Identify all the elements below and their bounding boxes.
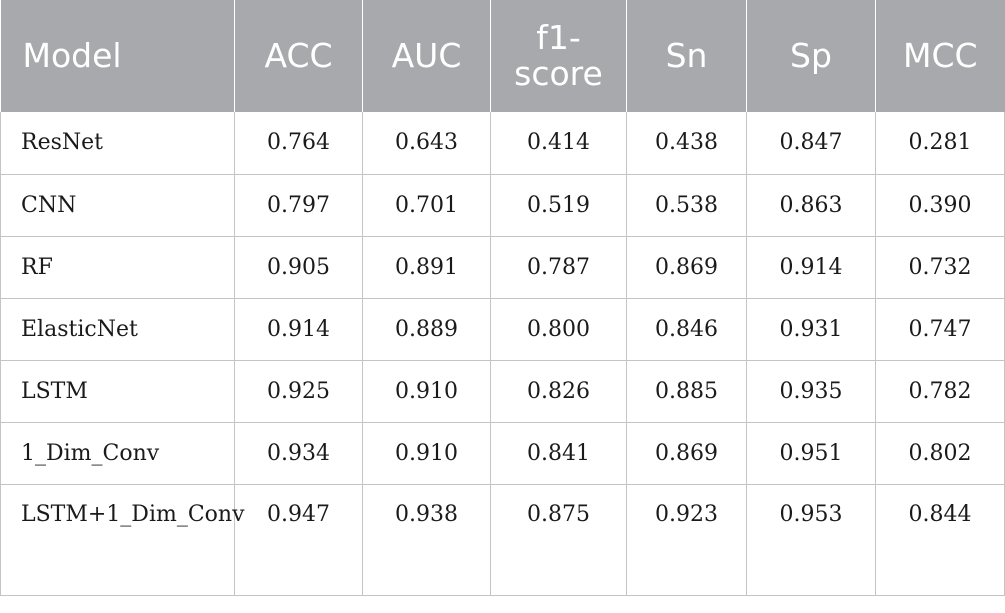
cell-auc: 0.910 <box>362 422 491 485</box>
table-row: LSTM 0.925 0.910 0.826 0.885 0.935 0.782 <box>0 360 1005 423</box>
cell-acc: 0.905 <box>234 236 363 299</box>
cell-acc: 0.914 <box>234 298 363 361</box>
cell-sn: 0.923 <box>626 484 747 596</box>
table-row: 1_Dim_Conv 0.934 0.910 0.841 0.869 0.951… <box>0 422 1005 485</box>
table-row: LSTM+1_Dim_Conv 0.947 0.938 0.875 0.923 … <box>0 484 1005 596</box>
cell-sn: 0.885 <box>626 360 747 423</box>
cell-sn: 0.438 <box>626 112 747 175</box>
cell-acc: 0.925 <box>234 360 363 423</box>
header-mcc: MCC <box>875 0 1005 112</box>
cell-f1-score: 0.519 <box>490 174 627 237</box>
cell-mcc: 0.782 <box>875 360 1005 423</box>
header-sp: Sp <box>746 0 876 112</box>
header-model: Model <box>0 0 235 112</box>
cell-auc: 0.938 <box>362 484 491 596</box>
cell-sp: 0.847 <box>746 112 876 175</box>
cell-mcc: 0.747 <box>875 298 1005 361</box>
header-f1-score: f1-score <box>490 0 627 112</box>
cell-mcc: 0.281 <box>875 112 1005 175</box>
header-sn: Sn <box>626 0 747 112</box>
cell-model: LSTM+1_Dim_Conv <box>0 484 245 596</box>
header-row: Model ACC AUC f1-score Sn Sp MCC <box>0 0 1005 112</box>
header-auc: AUC <box>362 0 491 112</box>
cell-auc: 0.701 <box>362 174 491 237</box>
cell-model: RF <box>0 236 235 299</box>
cell-sp: 0.951 <box>746 422 876 485</box>
header-acc: ACC <box>234 0 363 112</box>
cell-acc: 0.764 <box>234 112 363 175</box>
cell-model: ResNet <box>0 112 235 175</box>
table-row: ElasticNet 0.914 0.889 0.800 0.846 0.931… <box>0 298 1005 361</box>
table-row: CNN 0.797 0.701 0.519 0.538 0.863 0.390 <box>0 174 1005 237</box>
table-row: ResNet 0.764 0.643 0.414 0.438 0.847 0.2… <box>0 112 1005 175</box>
cell-sp: 0.935 <box>746 360 876 423</box>
cell-acc: 0.934 <box>234 422 363 485</box>
cell-f1-score: 0.841 <box>490 422 627 485</box>
cell-mcc: 0.802 <box>875 422 1005 485</box>
cell-sp: 0.914 <box>746 236 876 299</box>
cell-f1-score: 0.800 <box>490 298 627 361</box>
cell-model: CNN <box>0 174 235 237</box>
cell-sn: 0.846 <box>626 298 747 361</box>
cell-model: LSTM <box>0 360 235 423</box>
cell-f1-score: 0.826 <box>490 360 627 423</box>
cell-model: ElasticNet <box>0 298 235 361</box>
cell-model: 1_Dim_Conv <box>0 422 235 485</box>
cell-mcc: 0.390 <box>875 174 1005 237</box>
cell-f1-score: 0.875 <box>490 484 627 596</box>
cell-auc: 0.643 <box>362 112 491 175</box>
cell-sn: 0.869 <box>626 422 747 485</box>
cell-mcc: 0.732 <box>875 236 1005 299</box>
cell-sp: 0.953 <box>746 484 876 596</box>
cell-sn: 0.869 <box>626 236 747 299</box>
table-row: RF 0.905 0.891 0.787 0.869 0.914 0.732 <box>0 236 1005 299</box>
cell-sp: 0.931 <box>746 298 876 361</box>
cell-sn: 0.538 <box>626 174 747 237</box>
cell-auc: 0.910 <box>362 360 491 423</box>
results-table: Model ACC AUC f1-score Sn Sp MCC ResNet … <box>0 0 1005 596</box>
cell-mcc: 0.844 <box>875 484 1005 596</box>
cell-auc: 0.891 <box>362 236 491 299</box>
cell-sp: 0.863 <box>746 174 876 237</box>
cell-acc: 0.797 <box>234 174 363 237</box>
cell-auc: 0.889 <box>362 298 491 361</box>
cell-f1-score: 0.414 <box>490 112 627 175</box>
cell-f1-score: 0.787 <box>490 236 627 299</box>
cell-acc: 0.947 <box>234 484 363 596</box>
table-body: ResNet 0.764 0.643 0.414 0.438 0.847 0.2… <box>0 112 1005 596</box>
table-header: Model ACC AUC f1-score Sn Sp MCC <box>0 0 1005 112</box>
